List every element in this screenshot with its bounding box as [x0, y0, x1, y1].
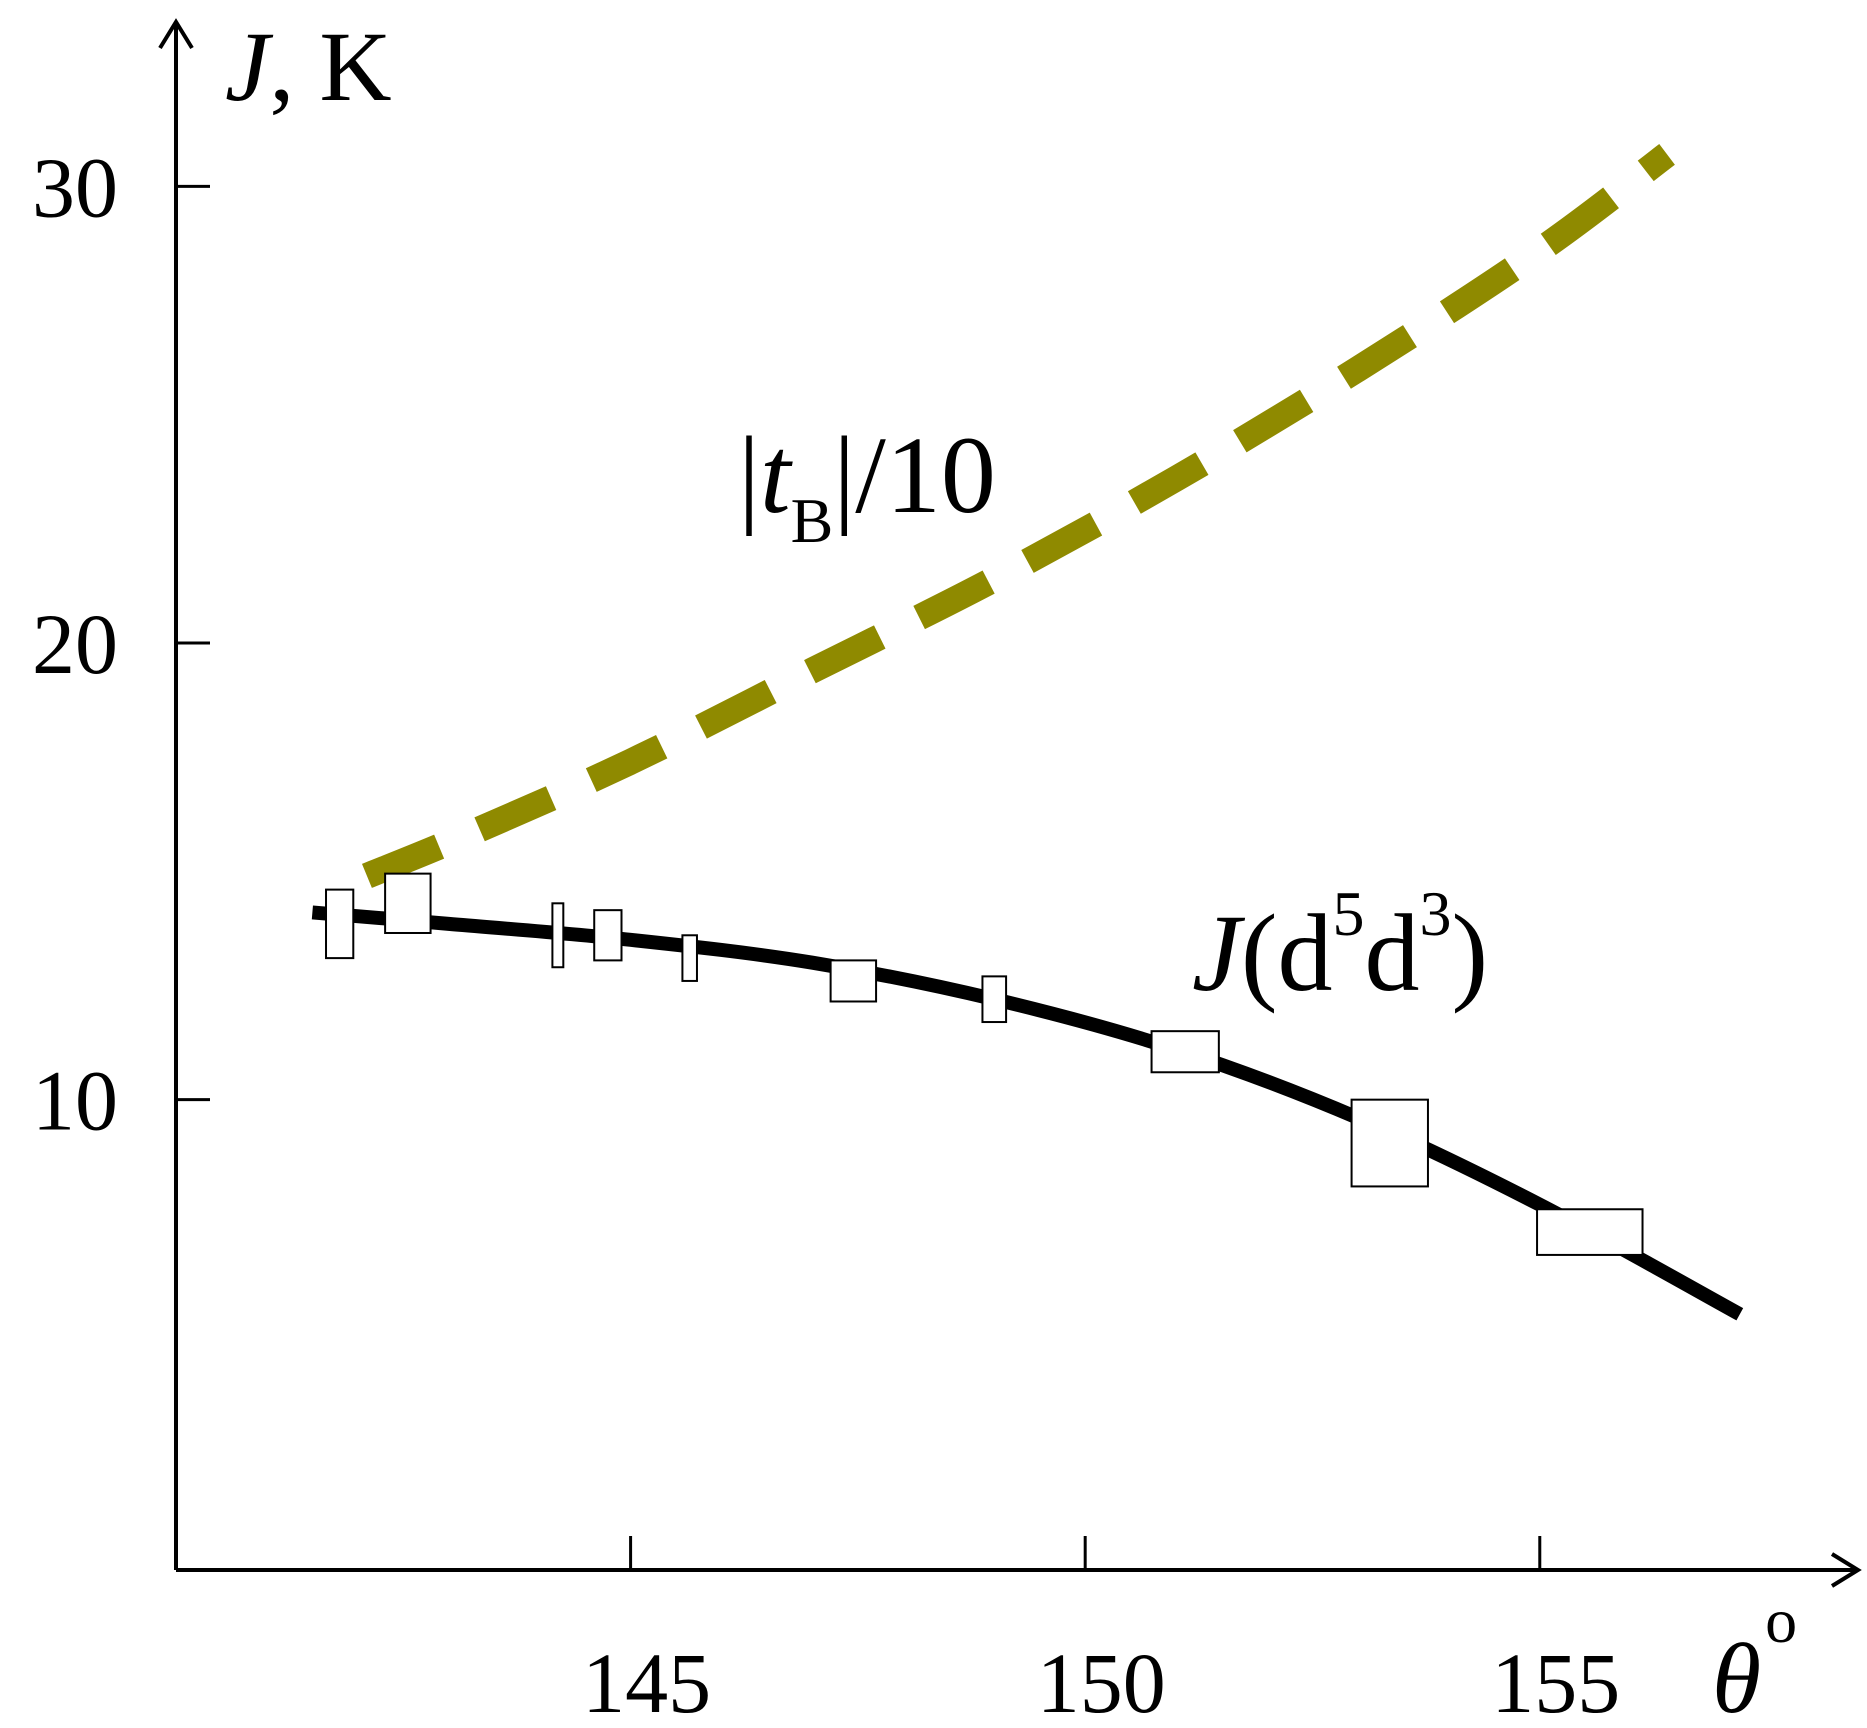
axes: [158, 18, 1862, 1588]
data-point-box: [681, 934, 698, 982]
y-axis-arrow: [158, 18, 194, 50]
tb-label-symbol: t: [760, 414, 793, 536]
x-tick-label: 145: [582, 1635, 711, 1728]
data-point-box: [551, 902, 565, 969]
x-axis-arrow: [1830, 1552, 1862, 1588]
x-axis-label-symbol: θ: [1712, 1623, 1761, 1728]
j-label-sup2: 3: [1419, 878, 1451, 949]
x-axis-label: θo: [1712, 1585, 1797, 1728]
data-point-box: [1536, 1208, 1644, 1256]
x-axis-label-unit: o: [1765, 1585, 1797, 1656]
y-ticks: 10 20 30: [32, 139, 210, 1149]
tb-dashed-line: [361, 144, 1675, 888]
x-ticks: 145 150 155: [582, 1536, 1620, 1728]
tb-label-bar: |: [738, 414, 760, 536]
y-tick-label: 30: [32, 139, 118, 235]
data-point-box: [829, 959, 878, 1003]
data-point-box: [384, 872, 432, 934]
j-label-close: ): [1451, 892, 1488, 1014]
data-point-box: [593, 909, 623, 962]
y-tick-label: 10: [32, 1053, 118, 1149]
j-label-symbol: J: [1192, 892, 1246, 1014]
j-label-open: (d: [1241, 892, 1333, 1014]
x-tick-label: 150: [1037, 1635, 1166, 1728]
j-fit-curve: [311, 905, 1744, 1321]
y-tick-label: 20: [32, 596, 118, 692]
j-label-sup1: 5: [1332, 878, 1364, 949]
y-axis-label: J, K: [225, 11, 392, 122]
data-point-box: [1350, 1098, 1429, 1188]
y-axis-label-symbol: J: [225, 11, 274, 122]
data-point-box: [1150, 1030, 1220, 1074]
data-point-box: [981, 975, 1008, 1024]
x-tick-label: 155: [1491, 1635, 1620, 1728]
tb-label-subscript: B: [791, 485, 834, 556]
series-layer: [311, 144, 1744, 1321]
data-point-box: [325, 888, 355, 960]
j-label-mid: d: [1364, 892, 1419, 1014]
tb-label-tail: |/10: [833, 414, 996, 536]
y-axis-label-unit: , K: [269, 11, 391, 122]
j-series-label: J(d5d3): [1192, 878, 1488, 1014]
tb-series-label: |tB|/10: [738, 414, 996, 556]
